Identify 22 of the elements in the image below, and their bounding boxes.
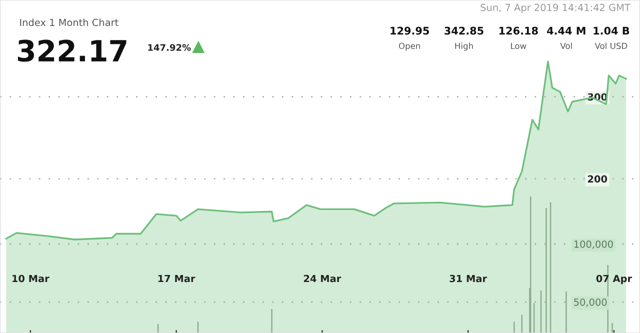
annotation: 1.04 B (594, 26, 630, 35)
x-tick-label: 31 Mar (450, 274, 488, 282)
x-tick-label: 10 Mar (12, 274, 50, 282)
x-tick-label: 24 Mar (304, 274, 342, 282)
annotation: 126.18 (499, 26, 538, 35)
annotation: High (455, 42, 473, 51)
annotation: Vol (560, 42, 572, 50)
annotation: Sun, 7 Apr 2019 14:41:42 GMT (480, 4, 630, 14)
annotation: 147.92% (148, 44, 191, 51)
annotation: 342.85 (444, 26, 484, 35)
annotation: Index 1 Month Chart (20, 18, 118, 26)
annotation: Vol USD (594, 42, 628, 50)
y2-tick-label: 100,000 (574, 240, 613, 249)
y-tick-label: 200 (588, 175, 608, 183)
annotation: Low (511, 42, 526, 50)
annotation: 129.95 (390, 26, 429, 35)
x-tick-label: 07 Apr (596, 274, 632, 284)
x-tick-label: 17 Mar (158, 274, 196, 282)
annotation: 322.17 (18, 40, 126, 62)
annotation: 4.44 M (547, 26, 586, 35)
annotation: Open (398, 42, 420, 51)
y2-tick-label: 50,000 (574, 298, 607, 307)
